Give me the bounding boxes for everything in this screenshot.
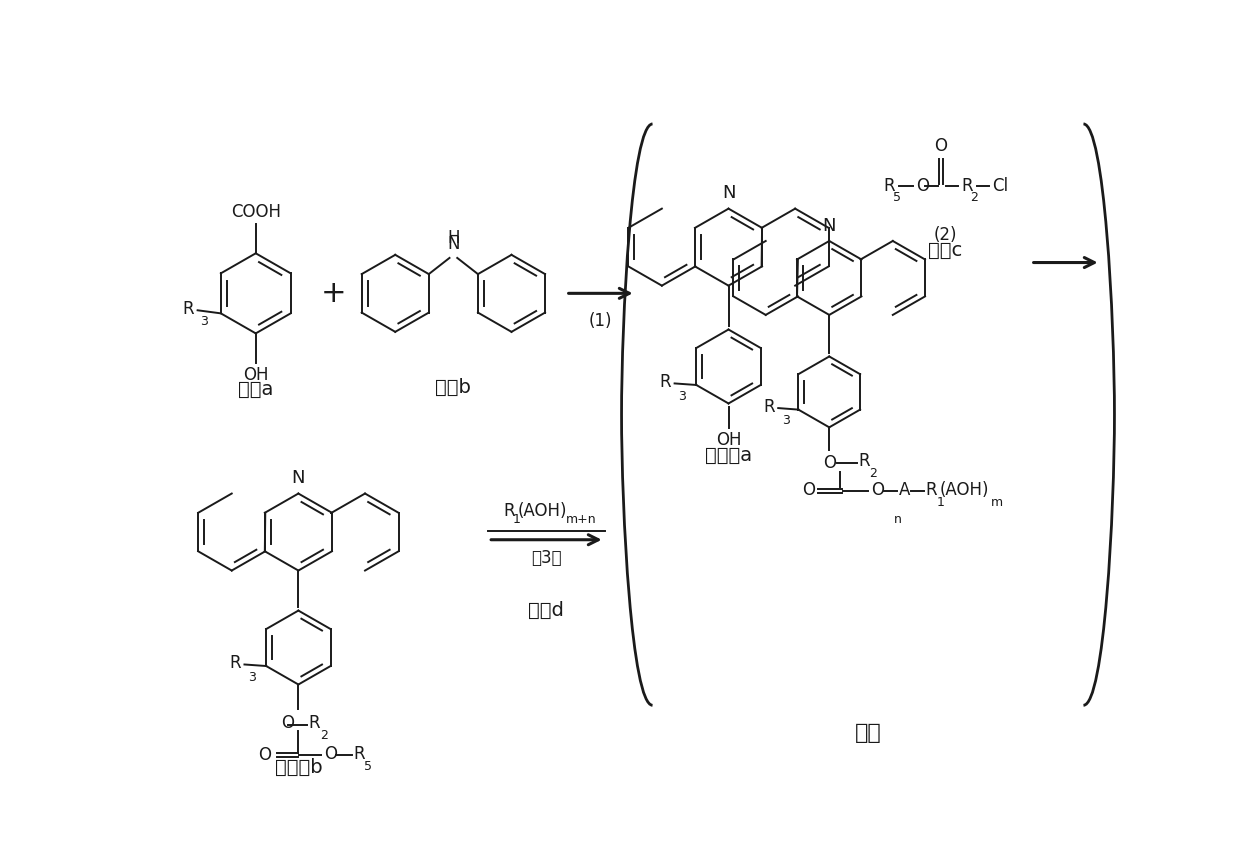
Text: (AOH): (AOH) [518, 501, 567, 520]
Text: N: N [291, 469, 305, 488]
Text: O: O [280, 714, 294, 732]
Text: 3: 3 [248, 670, 257, 683]
Text: 3: 3 [200, 315, 208, 328]
Text: R: R [353, 745, 365, 763]
Text: 3: 3 [782, 414, 790, 427]
Text: N: N [722, 184, 735, 203]
Text: 原料c: 原料c [929, 241, 962, 260]
Text: O: O [258, 746, 272, 764]
Text: 2: 2 [869, 468, 878, 481]
Text: (1): (1) [589, 312, 613, 330]
Text: R: R [309, 714, 320, 732]
Text: N: N [448, 236, 460, 253]
Text: +: + [320, 279, 346, 307]
Text: R: R [858, 452, 870, 470]
Text: 1: 1 [513, 513, 521, 526]
Text: 原料b: 原料b [435, 378, 471, 397]
Text: R: R [660, 373, 672, 391]
Text: N: N [822, 216, 836, 235]
Text: n: n [894, 513, 901, 526]
Text: R: R [961, 177, 972, 195]
Text: O: O [324, 745, 337, 763]
Text: OH: OH [715, 431, 742, 449]
Text: OH: OH [243, 365, 269, 384]
Text: H: H [448, 229, 460, 247]
Text: O: O [802, 481, 816, 500]
Text: 2: 2 [971, 191, 978, 204]
Text: O: O [823, 454, 836, 471]
Text: O: O [935, 137, 947, 155]
Text: R: R [182, 300, 195, 318]
Text: A: A [899, 481, 910, 499]
Text: 中间体a: 中间体a [704, 446, 753, 465]
Text: R: R [229, 654, 242, 672]
Text: 中间体b: 中间体b [274, 758, 322, 777]
Text: 产物: 产物 [854, 723, 882, 743]
Text: R: R [925, 481, 937, 499]
Text: 5: 5 [365, 760, 372, 773]
Text: Cl: Cl [992, 177, 1008, 195]
Text: R: R [764, 397, 775, 416]
Text: 1: 1 [936, 496, 944, 509]
Text: COOH: COOH [231, 203, 280, 221]
Text: m+n: m+n [565, 513, 596, 526]
Text: (AOH): (AOH) [940, 481, 988, 499]
Text: m: m [991, 496, 1003, 509]
Text: (2): (2) [934, 225, 957, 243]
Text: 2: 2 [320, 729, 327, 742]
Text: O: O [870, 481, 884, 499]
Text: （3）: （3） [531, 549, 562, 567]
Text: 原料d: 原料d [528, 601, 564, 620]
Text: 原料a: 原料a [238, 379, 274, 398]
Text: R: R [883, 177, 895, 195]
Text: 5: 5 [893, 191, 900, 204]
Text: O: O [916, 177, 929, 195]
Text: 3: 3 [678, 390, 686, 403]
Text: R: R [503, 501, 516, 520]
